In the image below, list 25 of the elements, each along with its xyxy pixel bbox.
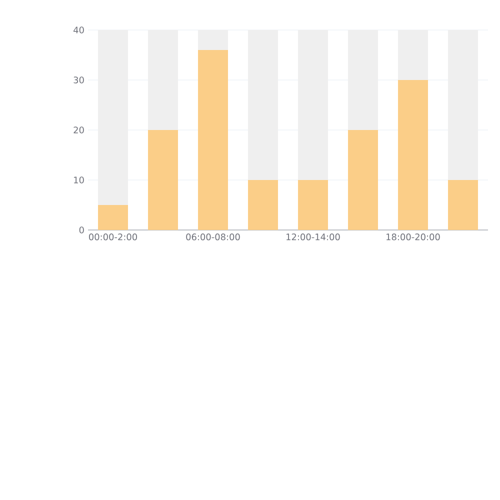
y-tick-label: 20: [74, 126, 84, 134]
bar: [398, 30, 428, 80]
x-tick-label: 12:00-14:00: [286, 234, 340, 240]
bar: [148, 130, 178, 230]
bar: [148, 30, 178, 130]
y-tick-label: 30: [74, 76, 84, 84]
x-tick-label: 06:00-08:00: [186, 234, 240, 240]
y-tick-label: 10: [74, 176, 84, 184]
bar: [298, 180, 328, 230]
y-tick-label: 40: [74, 26, 84, 34]
bar: [348, 130, 378, 230]
x-tick-label: 00:00-2:00: [88, 234, 137, 240]
bar: [98, 30, 128, 205]
bar: [198, 30, 228, 50]
bar: [248, 30, 278, 180]
bar: [298, 30, 328, 180]
bar: [198, 50, 228, 230]
bar: [448, 180, 478, 230]
bar: [448, 30, 478, 180]
bar: [398, 80, 428, 230]
y-tick-label: 0: [79, 226, 84, 234]
bar: [98, 204, 128, 230]
bar: [248, 180, 278, 230]
x-tick-label: 18:00-20:00: [386, 234, 440, 240]
bar: [348, 30, 378, 130]
